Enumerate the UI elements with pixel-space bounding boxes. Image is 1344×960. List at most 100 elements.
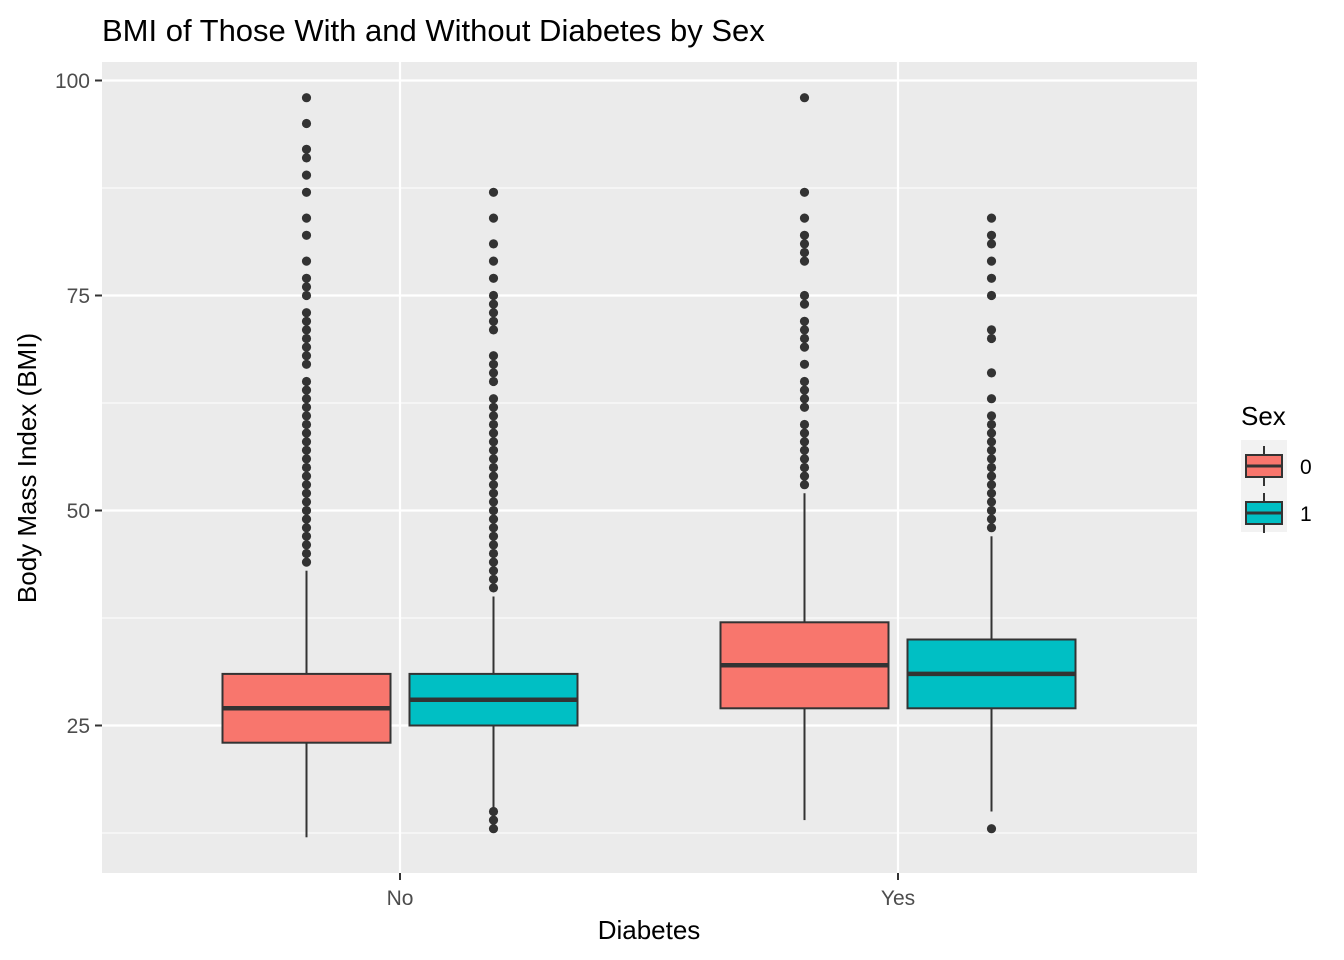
outlier-point [488, 419, 499, 430]
outlier-point [301, 428, 312, 438]
outlier-point [488, 454, 499, 464]
box-sex-1-yes [906, 213, 1077, 834]
outlier-point [799, 239, 810, 249]
outlier-point [488, 445, 499, 455]
box-sex-1-no [408, 187, 579, 834]
outlier-point [986, 230, 997, 240]
outlier-point [799, 480, 810, 490]
outlier-point [799, 247, 810, 258]
box-sex-0-yes [719, 93, 890, 821]
outlier-point [488, 368, 499, 378]
outlier-point [301, 118, 312, 129]
plot-panel [102, 62, 1197, 873]
outlier-point [301, 445, 312, 455]
outlier-point [488, 394, 499, 404]
outlier-point [986, 488, 997, 498]
outlier-point [301, 385, 312, 395]
outlier-point [986, 505, 997, 516]
outlier-point [301, 290, 312, 301]
outlier-point [488, 583, 499, 593]
outlier-point [986, 213, 997, 223]
outlier-point [799, 402, 810, 412]
outlier-point [301, 376, 312, 387]
outlier-point [301, 419, 312, 430]
outlier-point [301, 394, 312, 404]
outlier-point [488, 428, 499, 438]
outlier-point [488, 488, 499, 498]
outlier-point [488, 359, 499, 369]
outlier-point [301, 462, 312, 473]
outlier-point [986, 480, 997, 490]
outlier-point [986, 445, 997, 455]
outlier-point [799, 316, 810, 326]
outlier-point [301, 144, 312, 154]
outlier-point [799, 454, 810, 464]
outlier-point [986, 256, 997, 266]
outlier-point [488, 351, 499, 361]
outlier-point [301, 325, 312, 335]
outlier-point [799, 428, 810, 438]
outlier-point [301, 153, 312, 163]
outlier-point [986, 239, 997, 249]
outlier-point [301, 471, 312, 481]
outlier-point [301, 411, 312, 421]
outlier-point [799, 325, 810, 335]
outlier-point [799, 385, 810, 395]
outlier-point [488, 523, 499, 533]
outlier-point [301, 523, 312, 533]
outlier-point [488, 824, 499, 834]
outlier-point [301, 437, 312, 447]
outlier-point [986, 514, 997, 524]
outlier-point [301, 505, 312, 516]
outlier-point [799, 437, 810, 447]
outlier-point [301, 454, 312, 464]
outlier-point [488, 316, 499, 326]
outlier-point [301, 256, 312, 266]
outlier-point [799, 394, 810, 404]
outlier-point [301, 316, 312, 326]
outlier-point [488, 376, 499, 387]
outlier-point [488, 256, 499, 266]
axes: 25 50 75 100 No Yes [55, 70, 915, 910]
outlier-point [986, 462, 997, 473]
outlier-point [799, 290, 810, 301]
outlier-point [488, 462, 499, 473]
outlier-point [488, 480, 499, 490]
outlier-point [488, 566, 499, 576]
legend-label-1: 1 [1300, 503, 1312, 526]
outlier-point [488, 273, 499, 283]
outlier-point [799, 342, 810, 352]
outlier-point [986, 824, 997, 834]
outlier-point [301, 333, 312, 344]
outlier-point [301, 351, 312, 361]
outlier-point [301, 282, 312, 292]
outlier-point [301, 402, 312, 412]
outlier-point [488, 514, 499, 524]
outlier-point [488, 437, 499, 447]
outlier-point [488, 471, 499, 481]
outlier-point [488, 574, 499, 584]
outlier-point [488, 548, 499, 559]
outlier-point [488, 411, 499, 421]
outlier-point [301, 497, 312, 507]
y-tick-label: 50 [67, 500, 90, 523]
outlier-point [986, 273, 997, 283]
outlier-point [986, 454, 997, 464]
outlier-point [986, 333, 997, 344]
outlier-point [488, 557, 499, 567]
outlier-point [301, 548, 312, 559]
legend: Sex 0 1 [1241, 401, 1312, 533]
y-tick-label: 25 [67, 715, 90, 738]
outlier-point [986, 290, 997, 301]
outlier-point [799, 299, 810, 309]
y-axis-title: Body Mass Index (BMI) [12, 333, 42, 603]
outlier-point [301, 531, 312, 541]
outlier-point [799, 213, 810, 223]
outlier-point [799, 471, 810, 481]
outlier-point [799, 187, 810, 197]
outlier-point [986, 523, 997, 533]
outlier-point [488, 308, 499, 318]
y-tick-label: 75 [67, 285, 90, 308]
outlier-point [301, 273, 312, 283]
